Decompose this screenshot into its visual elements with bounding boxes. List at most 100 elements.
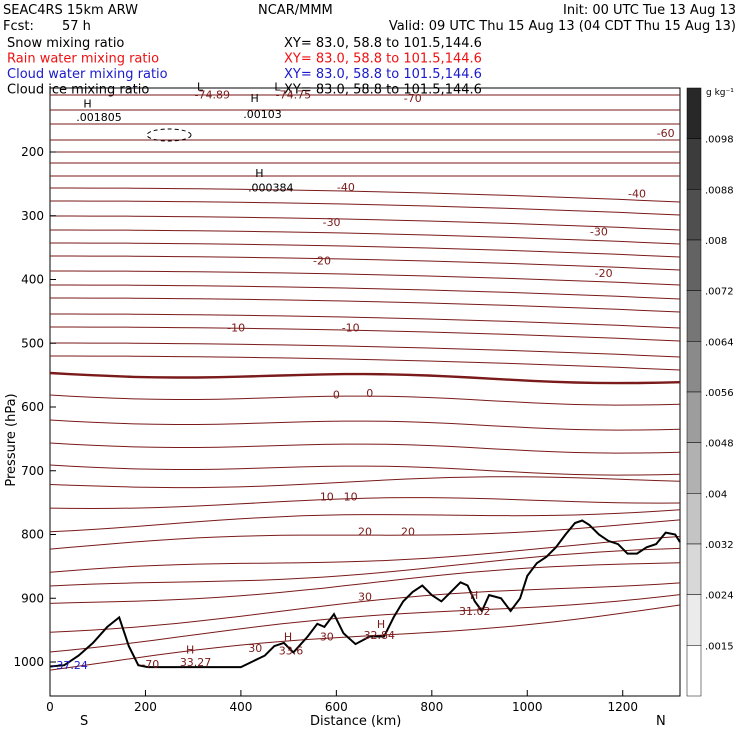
center-label: NCAR/MMM (258, 3, 333, 18)
isotherm-label-8: -20 (313, 254, 331, 267)
isotherm-line-12 (50, 255, 681, 271)
extrema-label-6: L (197, 80, 204, 93)
isotherm-line-26 (49, 497, 681, 510)
isotherm-label-10: -10 (227, 321, 245, 334)
x-tick-label-1: 200 (134, 700, 157, 714)
isotherm-label-14: 10 (320, 490, 334, 503)
field-name-2: Cloud water mixing ratio (7, 67, 168, 82)
y-tick-label-7: 300 (21, 209, 44, 223)
field-name-1: Rain water mixing ratio (7, 52, 159, 67)
y-tick-label-4: 600 (21, 400, 44, 414)
x-tick-label-2: 400 (229, 700, 252, 714)
isotherm-line-7 (50, 187, 681, 203)
contour-labels: -74.89 -74.75 -70 -60 -40 -40 -30 -30 -20 -20 -10 -… (52, 80, 674, 672)
chart-title: SEAC4RS 15km ARW (3, 3, 138, 18)
terrain-layer (49, 519, 681, 669)
field-name-3: Cloud ice mixing ratio (7, 83, 149, 98)
colorbar-swatch-9 (686, 543, 702, 595)
colorbar-swatch-3 (686, 239, 702, 291)
colorbar-label-3: .0072 (705, 287, 734, 298)
isotherm-label-1: -74.75 (276, 89, 311, 102)
isotherm-line-29 (49, 536, 681, 573)
extrema-label-9: H (284, 631, 292, 644)
north-label: N (656, 714, 666, 729)
y-tick-label-0: 1000 (13, 655, 44, 669)
isotherm-label-24: 31.02 (459, 605, 491, 618)
x-tick-label-0: 0 (46, 700, 54, 714)
isotherm-label-20: 30 (320, 631, 334, 644)
isotherm-label-9: -20 (595, 267, 613, 280)
colorbar-swatch-2 (686, 189, 702, 241)
x-axis-label: Distance (km) (310, 714, 401, 729)
init-time: Init: 00 UTC Tue 13 Aug 13 (563, 3, 736, 18)
valid-time: Valid: 09 UTC Thu 15 Aug 13 (04 CDT Thu … (389, 19, 736, 34)
isotherm-line-17 (50, 326, 681, 342)
isotherm-label-17: 20 (401, 525, 415, 538)
colorbar-swatch-1 (686, 138, 702, 190)
colorbar-swatch-4 (686, 290, 702, 342)
isotherm-line-22 (49, 419, 681, 431)
south-label: S (80, 714, 88, 729)
extrema-label-7: L (274, 80, 281, 93)
isotherm-label-11: -10 (342, 321, 360, 334)
field-xy-3: XY= 83.0, 58.8 to 101.5,144.6 (284, 83, 482, 98)
colorbar-swatch-0 (686, 87, 702, 139)
y-tick-label-3: 700 (21, 464, 44, 478)
extrema-label-2: H (250, 92, 258, 105)
colorbar-label-9: .0024 (705, 591, 734, 602)
colorbar-label-2: .008 (705, 236, 727, 247)
field-legend: Snow mixing ratio XY= 83.0, 58.8 to 101.5… (7, 36, 482, 98)
isotherm-label-2: -70 (404, 92, 422, 105)
colorbar-unit: g kg⁻¹ (706, 88, 734, 98)
isotherm-line-21 (49, 394, 681, 406)
x-tick-label-6: 1200 (607, 700, 638, 714)
isotherm-line-31 (49, 562, 681, 604)
isotherm-line-27 (49, 509, 681, 533)
isotherm-contours (49, 94, 681, 671)
colorbar-label-4: .0064 (705, 337, 734, 348)
isotherm-label-18: 30 (358, 590, 372, 603)
isotherm-label-22: 33.6 (279, 645, 304, 658)
extrema-label-3: .00103 (243, 108, 282, 121)
extrema-label-5: .000384 (248, 182, 294, 195)
y-tick-label-5: 500 (21, 336, 44, 350)
y-tick-label-6: 400 (21, 273, 44, 287)
x-tick-label-4: 800 (420, 700, 443, 714)
isotherm-line-24 (49, 464, 681, 476)
isotherm-line-30 (49, 547, 681, 587)
isotherm-line-18 (50, 342, 681, 358)
isotherm-label-13: 0 (366, 387, 373, 400)
colorbar-swatch-6 (686, 391, 702, 443)
extrema-label-10: H (377, 618, 385, 631)
isotherm-line-16 (50, 313, 681, 329)
isotherm-line-20 (49, 371, 681, 385)
isotherm-label-3: -60 (657, 127, 675, 140)
isotherm-label-15: 10 (344, 490, 358, 503)
isotherm-label-5: -40 (628, 187, 646, 200)
isotherm-line-14 (50, 284, 681, 300)
isotherm-line-28 (49, 519, 681, 550)
isotherm-label-25: -70 (141, 658, 159, 671)
isotherm-line-11 (50, 242, 681, 258)
colorbar-label-5: .0056 (705, 388, 734, 399)
colorbar-label-8: .0032 (705, 540, 734, 551)
colorbar: g kg⁻¹ .0098 .0088 .008 .0072 .0064 .0056 .0048… (686, 87, 734, 697)
x-axis: 0 200 400 600 800 1000 1200 (46, 690, 638, 714)
field-xy-2: XY= 83.0, 58.8 to 101.5,144.6 (284, 67, 482, 82)
fcst-label: Fcst: (3, 19, 34, 34)
isotherm-line-23 (49, 442, 681, 454)
y-tick-label-1: 900 (21, 591, 44, 605)
isotherm-line-13 (50, 270, 681, 286)
isotherm-line-8 (50, 200, 681, 216)
field-xy-1: XY= 83.0, 58.8 to 101.5,144.6 (284, 52, 482, 67)
isotherm-line-9 (50, 215, 681, 231)
y-tick-label-8: 200 (21, 145, 44, 159)
isotherm-label-4: -40 (337, 181, 355, 194)
isotherm-label-7: -30 (590, 226, 608, 239)
isotherm-label-21: 33.27 (180, 656, 212, 669)
y-axis: 1000 900 800 700 600 500 400 300 200 (13, 145, 56, 669)
y-axis-label: Pressure (hPa) (4, 393, 19, 486)
isotherm-label-16: 20 (358, 525, 372, 538)
